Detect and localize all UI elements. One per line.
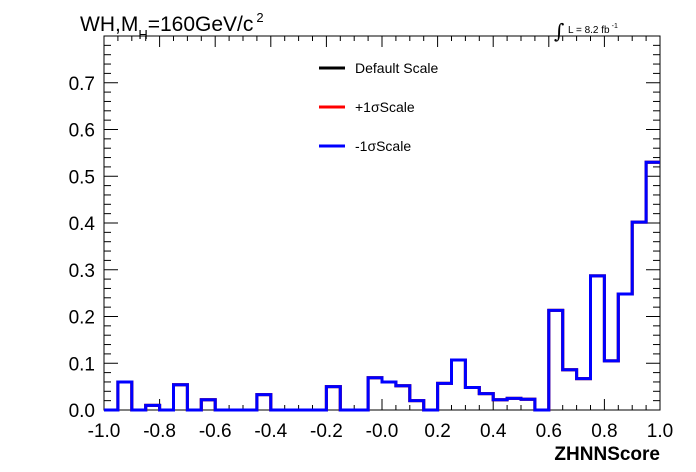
x-tick-label: 0.8 [591,421,617,442]
y-tick-label: 0.5 [69,167,95,188]
x-tick-label: -0.6 [199,421,232,442]
title-superscript: 2 [256,10,263,25]
x-tick-label: -0.8 [143,421,176,442]
x-tick-label: -0.0 [366,421,399,442]
y-tick-label: 0.7 [69,74,95,95]
series-layer [104,160,660,412]
legend: Default Scale +1σScale -1σScale [319,60,438,154]
y-tick-label: 0.1 [69,354,95,375]
title-subscript: H [138,27,147,42]
y-tick-label: 0.6 [69,121,95,142]
x-axis-title: ZHNNScore [554,444,660,465]
legend-label-1: +1σScale [355,99,415,115]
integral-sign: ∫ [554,19,564,43]
luminosity-annotation: ∫ L = 8.2 fb -1 [554,19,618,43]
x-tick-label: -0.4 [254,421,287,442]
y-tick-label: 0.4 [69,214,96,235]
y-tick-label: 0.3 [69,261,95,282]
x-tick-label: 0.4 [480,421,507,442]
y-tick-label: 0.2 [69,308,95,329]
axes: -1.0 -0.8 -0.6 -0.4 -0.2 -0.0 0.2 0.4 0.6 0.8 1.0 0… [69,35,673,442]
title-main: WH,M [80,13,138,36]
y-tick-label: 0.0 [69,401,95,422]
x-tick-label: 0.6 [536,421,562,442]
x-tick-label: -1.0 [88,421,121,442]
legend-label-0: Default Scale [355,60,438,76]
x-tick-label: 1.0 [647,421,673,442]
series-line-2 [104,160,660,412]
lumi-superscript: -1 [612,23,618,30]
title-rest: =160GeV/c [148,13,254,36]
chart-title: WH,MH=160GeV/c 2 [80,10,264,42]
legend-label-2: -1σScale [355,138,411,154]
x-tick-label: 0.2 [424,421,450,442]
plot-area [103,35,661,411]
lumi-label: L = 8.2 fb [568,25,610,36]
svg-text:L = 8.2 fb-1: L = 8.2 fb -1 [568,23,618,36]
x-tick-label: -0.2 [310,421,343,442]
